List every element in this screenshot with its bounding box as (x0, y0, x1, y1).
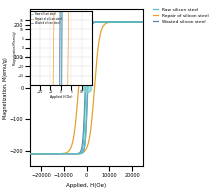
Y-axis label: Magnetization, M(emu/g): Magnetization, M(emu/g) (3, 57, 8, 119)
Legend: Raw silicon steel, Repair of silicon steel, Wasted silicon steel: Raw silicon steel, Repair of silicon ste… (153, 8, 209, 24)
X-axis label: Applied, H(Oe): Applied, H(Oe) (66, 183, 107, 188)
